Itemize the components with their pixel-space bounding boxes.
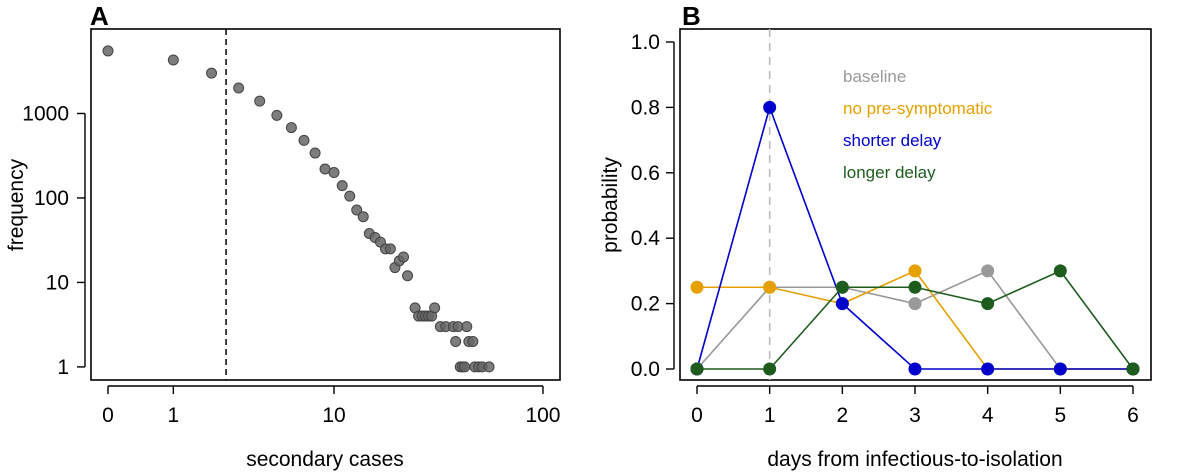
- panel-a: A 0 1 10 100 1 10 100 1000 secondary cases fre…: [5, 1, 561, 471]
- panel-a-point: [461, 321, 473, 333]
- panel-b-y-title: probability: [599, 157, 622, 253]
- panel-a-frame: [90, 28, 561, 381]
- panel-b-series-point: [835, 297, 849, 311]
- panel-a-x-tick-label: 100: [525, 404, 560, 427]
- panel-b-series-point: [1053, 264, 1067, 278]
- panel-a-y-axis: 1 10 100 1000: [22, 102, 86, 379]
- panel-a-point: [467, 335, 479, 347]
- panel-b-x-title: days from infectious-to-isolation: [767, 448, 1062, 471]
- panel-b-series-point: [908, 264, 922, 278]
- panel-b: B baseline no pre-symptomatic shorter dela…: [599, 1, 1152, 471]
- panel-a-point: [233, 82, 245, 94]
- panel-b-y-tick-label: 0.0: [631, 358, 660, 381]
- panel-a-point: [285, 122, 297, 134]
- panel-a-y-title: frequency: [5, 158, 28, 251]
- panel-b-legend-entry: shorter delay: [843, 131, 942, 150]
- panel-b-x-tick-label: 1: [764, 404, 776, 427]
- panel-a-letter: A: [90, 1, 109, 31]
- panel-b-series-point: [981, 362, 995, 376]
- panel-b-y-tick-label: 0.4: [631, 227, 661, 250]
- panel-b-y-axis: 0.0 0.2 0.4 0.6 0.8 1.0: [631, 31, 675, 381]
- panel-a-y-tick-label: 10: [46, 271, 69, 294]
- panel-b-y-tick-label: 0.8: [631, 96, 660, 119]
- panel-a-point: [398, 251, 410, 263]
- panel-b-x-tick-label: 5: [1054, 404, 1066, 427]
- panel-a-point: [328, 167, 340, 179]
- panel-a-x-tick-label: 0: [102, 404, 114, 427]
- panel-b-legend-entry: baseline: [843, 67, 906, 86]
- panel-a-point: [351, 204, 363, 216]
- panel-a-point: [102, 45, 114, 57]
- panel-a-point: [271, 109, 283, 121]
- panel-a-point: [309, 147, 321, 159]
- panel-a-x-tick-label: 1: [167, 404, 179, 427]
- panel-a-point: [357, 211, 369, 223]
- panel-b-series-point: [981, 297, 995, 311]
- panel-b-x-tick-label: 0: [691, 404, 703, 427]
- panel-a-point: [298, 134, 310, 146]
- panel-b-series-point: [763, 100, 777, 114]
- panel-a-y-tick-label: 1: [57, 356, 69, 379]
- panel-b-legend-entry: longer delay: [843, 163, 936, 182]
- panel-b-x-tick-label: 3: [909, 404, 921, 427]
- panel-b-series-point: [908, 297, 922, 311]
- panel-a-x-title: secondary cases: [246, 448, 404, 471]
- panel-b-x-tick-label: 4: [982, 404, 994, 427]
- panel-b-series-points: [690, 100, 1140, 376]
- panel-b-series-point: [908, 280, 922, 294]
- panel-b-y-tick-label: 1.0: [631, 31, 660, 54]
- panel-b-series-point: [1126, 362, 1140, 376]
- panel-a-points: [102, 45, 495, 373]
- panel-a-x-axis: 0 1 10 100: [102, 385, 560, 427]
- panel-b-x-tick-label: 6: [1127, 404, 1139, 427]
- panel-a-point: [254, 95, 266, 107]
- panel-a-point: [206, 67, 218, 79]
- panel-a-point: [450, 335, 462, 347]
- panel-a-y-tick-label: 1000: [22, 102, 69, 125]
- panel-b-legend-entry: no pre-symptomatic: [843, 99, 993, 118]
- panel-a-point: [344, 190, 356, 202]
- panel-b-series-point: [763, 280, 777, 294]
- panel-a-point: [429, 302, 441, 314]
- panel-b-letter: B: [682, 1, 701, 31]
- panel-a-point: [459, 361, 471, 373]
- panel-b-series-point: [690, 280, 704, 294]
- panel-b-series-point: [690, 362, 704, 376]
- panel-b-x-axis: 0 1 2 3 4 5 6: [691, 385, 1139, 427]
- panel-a-y-tick-label: 100: [34, 187, 69, 210]
- panel-a-point: [167, 54, 179, 66]
- panel-a-point: [402, 270, 414, 282]
- panel-b-x-tick-label: 2: [836, 404, 848, 427]
- panel-b-frame: [679, 28, 1152, 381]
- panel-b-series-point: [1053, 362, 1067, 376]
- panel-a-point: [336, 180, 348, 192]
- panel-b-series-point: [908, 362, 922, 376]
- panel-b-series-point: [763, 362, 777, 376]
- panel-a-x-tick-label: 10: [322, 404, 345, 427]
- panel-a-point: [483, 361, 495, 373]
- panel-a-point: [384, 243, 396, 255]
- panel-b-y-tick-label: 0.2: [631, 293, 660, 316]
- panel-b-y-tick-label: 0.6: [631, 162, 660, 185]
- panel-b-series-point: [981, 264, 995, 278]
- panel-b-legend: baseline no pre-symptomatic shorter delay l…: [843, 67, 993, 182]
- panel-b-series-point: [835, 280, 849, 294]
